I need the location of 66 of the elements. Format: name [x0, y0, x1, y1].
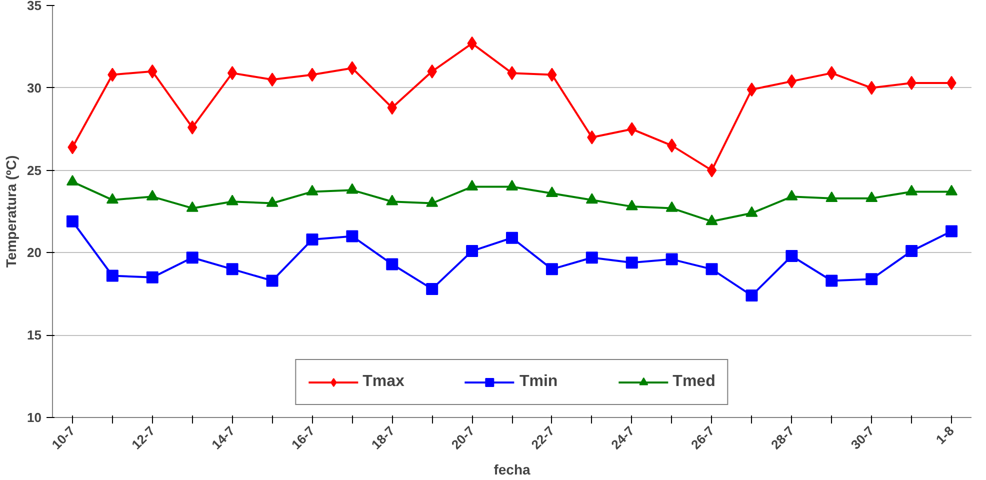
point	[506, 180, 518, 190]
point	[306, 234, 318, 246]
y-tick-label: 30	[27, 80, 42, 96]
x-axis-title: fecha	[494, 461, 530, 478]
point	[266, 274, 278, 287]
point	[706, 263, 718, 276]
legend-label: Tmed	[672, 373, 716, 391]
point	[626, 200, 638, 210]
point	[946, 184, 958, 196]
point	[706, 163, 717, 178]
point	[66, 174, 78, 186]
point	[866, 191, 878, 202]
point	[186, 252, 198, 264]
point	[866, 273, 878, 286]
y-tick-label: 10	[27, 410, 42, 425]
point	[746, 82, 757, 97]
y-tick-label: 35	[27, 0, 42, 13]
point	[426, 282, 438, 295]
point	[666, 138, 677, 153]
point	[786, 74, 797, 88]
point	[626, 256, 638, 269]
point	[226, 194, 238, 206]
point	[306, 184, 318, 196]
point	[266, 196, 278, 207]
point	[466, 245, 478, 258]
point	[906, 245, 918, 258]
point	[586, 252, 598, 264]
point	[946, 225, 958, 238]
point	[706, 214, 718, 226]
point	[106, 270, 118, 282]
point	[226, 263, 238, 276]
point	[826, 191, 838, 202]
point	[826, 274, 838, 287]
point	[746, 290, 758, 302]
y-tick-label: 20	[27, 245, 42, 260]
point	[346, 230, 358, 242]
x-tick-label: 1-8	[932, 423, 957, 448]
point	[546, 186, 558, 198]
point	[186, 201, 198, 212]
point	[586, 193, 598, 204]
point	[386, 194, 398, 206]
point	[146, 190, 158, 200]
point	[267, 72, 278, 87]
point	[746, 206, 758, 217]
y-tick-label: 25	[27, 162, 42, 178]
point	[347, 61, 358, 76]
y-axis-title: Temperatura (ºC)	[3, 155, 20, 268]
point	[786, 250, 798, 262]
point	[386, 258, 398, 270]
point	[506, 232, 518, 244]
point	[346, 183, 358, 194]
point	[106, 193, 118, 204]
point	[66, 215, 78, 228]
point	[906, 184, 918, 196]
point	[666, 253, 678, 266]
point	[786, 190, 798, 200]
legend-label: Tmax	[362, 373, 404, 391]
y-tick-label: 15	[27, 328, 42, 343]
point	[426, 196, 438, 207]
point	[307, 68, 318, 82]
legend-label: Tmin	[519, 373, 558, 391]
point	[666, 201, 678, 212]
point	[466, 180, 478, 190]
point	[227, 66, 238, 80]
point	[546, 263, 558, 276]
point	[146, 271, 158, 284]
